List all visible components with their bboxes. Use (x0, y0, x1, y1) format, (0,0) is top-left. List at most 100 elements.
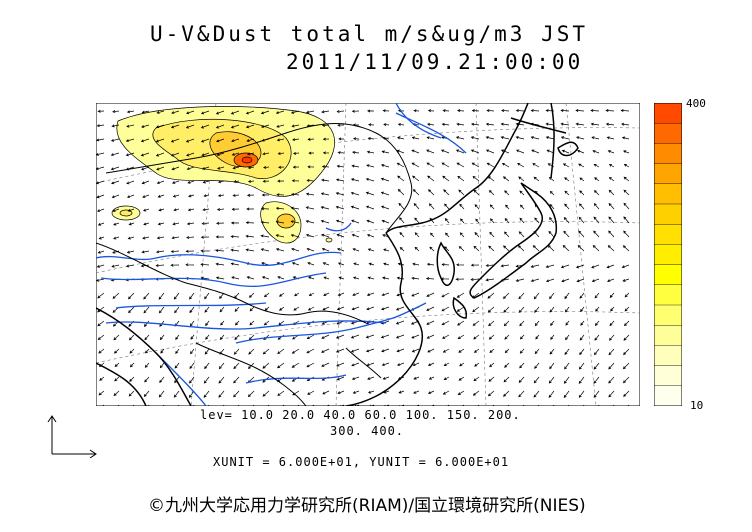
wind-vector (143, 390, 150, 398)
wind-vector (380, 191, 390, 196)
wind-vectors (96, 108, 630, 406)
wind-vector (579, 177, 585, 182)
wind-vector (98, 348, 105, 354)
wind-vector (175, 348, 180, 355)
wind-vector (426, 122, 435, 126)
wind-vector (560, 264, 570, 269)
wind-vector (171, 152, 180, 157)
wind-vector (488, 245, 495, 252)
wind-vector (442, 334, 450, 339)
wind-vector (368, 123, 375, 127)
wind-vector (412, 362, 420, 367)
wind-vector (218, 362, 225, 370)
wind-vector (128, 292, 135, 300)
wind-vector (515, 278, 525, 282)
wind-vector (367, 136, 375, 140)
wind-vector (518, 306, 525, 313)
wind-vector (563, 216, 570, 224)
wind-vector (263, 320, 270, 326)
wind-vector (277, 276, 285, 280)
wind-vector (129, 376, 135, 382)
wind-vector (351, 164, 360, 168)
wind-vector (474, 362, 480, 367)
wind-vector (97, 334, 105, 340)
wind-vector (534, 217, 540, 224)
wind-vector (534, 320, 540, 327)
wind-vector (350, 205, 360, 210)
wind-vector (411, 334, 420, 339)
wind-vector (519, 190, 525, 196)
wind-vector (277, 362, 285, 369)
wind-vector (473, 334, 480, 340)
wind-vector (472, 320, 480, 326)
wind-vector (623, 189, 630, 196)
wind-vector (366, 150, 375, 154)
wind-vector (230, 235, 240, 239)
wind-vector (305, 206, 315, 210)
wind-vector (159, 362, 165, 369)
wind-vector (518, 292, 525, 300)
wind-vector (204, 348, 210, 355)
wind-vector (337, 123, 345, 127)
wind-vector (145, 348, 150, 354)
wind-vector (252, 404, 255, 406)
wind-vector (351, 109, 360, 113)
wind-vector (381, 348, 390, 353)
wind-vector (321, 362, 330, 367)
wind-vector (365, 348, 375, 353)
wind-vector (395, 320, 405, 325)
wind-vector (263, 165, 270, 169)
wind-vector (189, 320, 195, 327)
wind-vector (97, 250, 105, 254)
wind-vector (505, 204, 510, 210)
wind-vector (560, 136, 570, 140)
wind-vector (320, 206, 330, 210)
wind-vector (577, 245, 585, 252)
wind-vector (98, 390, 105, 396)
wind-vector (173, 292, 180, 300)
wind-vector (575, 264, 585, 269)
wind-vector (96, 180, 105, 185)
wind-vector (456, 292, 465, 298)
wind-vector (128, 334, 135, 341)
wind-vector (248, 334, 255, 341)
contour-levels-line1: lev= 10.0 20.0 40.0 60.0 100. 150. 200. (200, 408, 521, 422)
wind-vector (171, 110, 180, 115)
wind-vector (367, 248, 375, 252)
wind-vector (337, 292, 345, 296)
wind-vector (606, 136, 615, 140)
wind-vector (189, 292, 195, 300)
wind-vector (322, 306, 330, 311)
wind-vector (156, 180, 165, 185)
wind-vector (545, 278, 555, 283)
wind-vector (308, 151, 315, 155)
wind-vector (533, 176, 540, 182)
wind-vector (532, 245, 540, 252)
wind-vector (429, 246, 435, 252)
wind-vector (593, 362, 600, 370)
wind-vector (517, 163, 525, 168)
wind-vector (621, 136, 630, 140)
wind-vector (262, 348, 270, 355)
wind-vector (306, 334, 315, 339)
wind-vector (607, 245, 615, 252)
wind-vector (218, 390, 225, 398)
coastlines (96, 103, 579, 406)
wind-vector (111, 124, 120, 128)
wind-vector (565, 334, 570, 341)
wind-vector (307, 390, 315, 395)
wind-vector (276, 138, 285, 142)
wind-vector (156, 166, 165, 171)
wind-vector (591, 264, 600, 269)
wind-vector (500, 122, 510, 126)
wind-vector (470, 136, 480, 140)
wind-vector (426, 262, 435, 266)
wind-vector (113, 334, 120, 341)
wind-vector (595, 306, 600, 312)
colorbar-cell (654, 123, 682, 144)
wind-vector (158, 306, 165, 314)
wind-vector (399, 231, 405, 238)
wind-vector (275, 206, 285, 210)
wind-vector (278, 165, 285, 169)
wind-vector (352, 137, 360, 141)
